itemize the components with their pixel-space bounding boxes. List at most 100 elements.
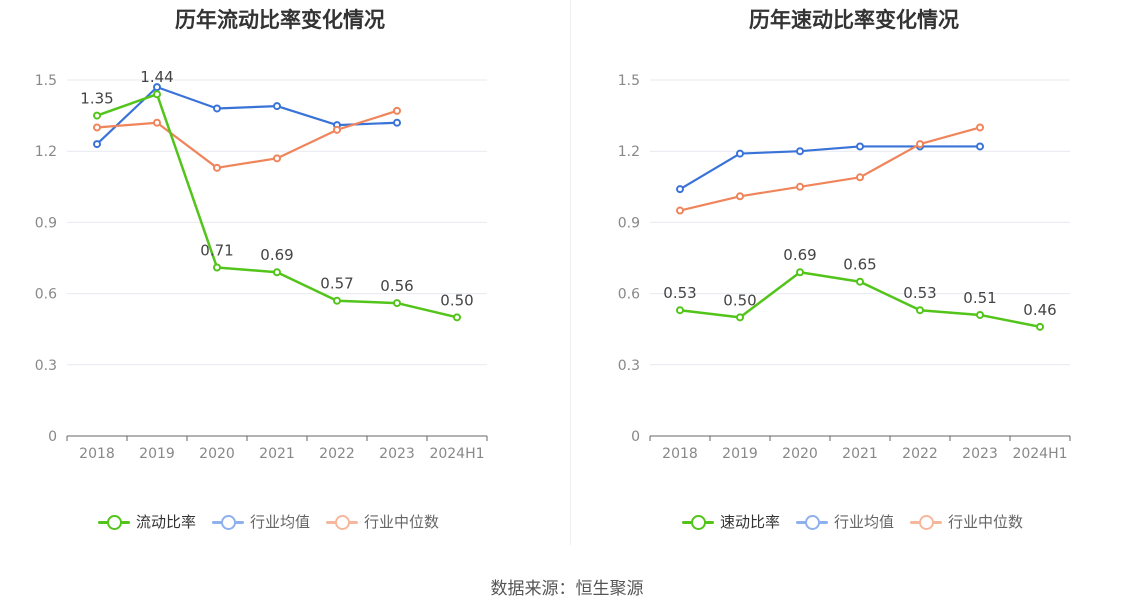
chart-title-left: 历年流动比率变化情况	[175, 8, 385, 32]
legend-swatch-orange	[910, 512, 943, 532]
legend-left: 流动比率 行业均值 行业中位数	[98, 511, 439, 532]
data-label: 0.51	[963, 289, 996, 307]
data-point[interactable]	[796, 182, 804, 191]
data-point[interactable]	[393, 106, 401, 115]
legend-label: 流动比率	[136, 513, 197, 531]
data-point[interactable]	[93, 140, 101, 149]
data-label: 0.56	[380, 277, 413, 295]
legend-swatch-blue	[212, 512, 245, 532]
chart-left: 0 0.3 0.6 0.9 1.2 1.5 2018 2019 2020 2021 2022 2023…	[35, 68, 488, 462]
x-tick-label: 2018	[79, 446, 115, 462]
data-point[interactable]	[93, 123, 101, 132]
x-tick-label: 2021	[842, 446, 878, 462]
y-tick-label: 1.2	[618, 144, 640, 160]
data-point[interactable]	[976, 142, 984, 151]
legend-item-current-ratio[interactable]: 流动比率	[98, 511, 196, 532]
data-point[interactable]	[916, 140, 924, 149]
data-point[interactable]	[736, 149, 744, 158]
data-source: 数据来源：恒生聚源	[490, 579, 644, 599]
chart-right: 0 0.3 0.6 0.9 1.2 1.5 2018 2019 2020 2021 2022 2023…	[618, 73, 1071, 462]
data-label: 1.44	[140, 68, 173, 86]
data-point[interactable]	[393, 118, 401, 127]
data-label: 0.53	[663, 284, 696, 302]
series-line	[96, 109, 398, 169]
data-point[interactable]	[153, 83, 161, 92]
data-point[interactable]	[213, 263, 221, 272]
data-point[interactable]	[676, 306, 684, 315]
y-tick-label: 0.3	[35, 358, 57, 374]
data-point[interactable]	[213, 163, 221, 172]
x-tick-label: 2024H1	[1012, 446, 1067, 462]
legend-label: 速动比率	[720, 513, 781, 531]
y-tick-label: 0.9	[618, 215, 640, 231]
data-point[interactable]	[856, 277, 864, 286]
data-label: 1.35	[80, 90, 113, 108]
data-label: 0.71	[200, 241, 233, 259]
legend-swatch-blue	[796, 512, 829, 532]
legend-swatch-orange	[326, 512, 359, 532]
data-point[interactable]	[796, 268, 804, 277]
legend-swatch-green	[98, 512, 130, 532]
data-point[interactable]	[1036, 322, 1044, 331]
data-point[interactable]	[856, 173, 864, 182]
data-label: 0.69	[783, 246, 816, 264]
x-tick-label: 2022	[319, 446, 355, 462]
series-line	[679, 126, 981, 212]
legend-label: 行业中位数	[364, 513, 440, 531]
legend-item-industry-median[interactable]: 行业中位数	[326, 511, 439, 532]
x-tick-label: 2020	[782, 446, 818, 462]
y-tick-label: 0.6	[35, 287, 57, 303]
x-tick-label: 2024H1	[429, 446, 484, 462]
data-point[interactable]	[273, 154, 281, 163]
data-label: 0.65	[843, 256, 876, 274]
legend-right: 速动比率 行业均值 行业中位数	[682, 511, 1023, 532]
x-tick-label: 2019	[139, 446, 175, 462]
legend-item-quick-ratio[interactable]: 速动比率	[682, 511, 780, 532]
x-tick-label: 2022	[902, 446, 938, 462]
data-point[interactable]	[796, 147, 804, 156]
series-line	[679, 145, 980, 191]
legend-item-industry-median[interactable]: 行业中位数	[910, 511, 1023, 532]
legend-label: 行业中位数	[948, 513, 1024, 531]
data-point[interactable]	[93, 111, 101, 120]
x-tick-label: 2019	[722, 446, 758, 462]
data-point[interactable]	[153, 118, 161, 127]
y-tick-label: 0.3	[618, 358, 640, 374]
x-tick-label: 2020	[199, 446, 235, 462]
chart-title-right: 历年速动比率变化情况	[749, 8, 959, 32]
data-label: 0.57	[320, 275, 353, 293]
data-label: 0.50	[723, 291, 756, 309]
data-point[interactable]	[976, 310, 984, 319]
data-point[interactable]	[213, 104, 221, 113]
panel-divider	[570, 0, 571, 545]
y-tick-label: 1.2	[35, 144, 57, 160]
data-point[interactable]	[333, 296, 341, 305]
data-label: 0.46	[1023, 301, 1056, 319]
x-tick-label: 2023	[962, 446, 998, 462]
data-point[interactable]	[736, 192, 744, 201]
x-tick-label: 2018	[662, 446, 698, 462]
legend-swatch-green	[682, 512, 714, 532]
data-point[interactable]	[916, 306, 924, 315]
data-point[interactable]	[333, 125, 341, 134]
data-point[interactable]	[273, 268, 281, 277]
data-point[interactable]	[856, 142, 864, 151]
x-tick-label: 2023	[379, 446, 415, 462]
legend-label: 行业均值	[834, 513, 895, 531]
data-point[interactable]	[273, 102, 281, 111]
legend-item-industry-mean[interactable]: 行业均值	[212, 511, 310, 532]
data-point[interactable]	[453, 313, 461, 322]
data-point[interactable]	[976, 123, 984, 132]
y-tick-label: 1.5	[35, 73, 57, 89]
data-point[interactable]	[736, 313, 744, 322]
data-point[interactable]	[393, 299, 401, 308]
y-tick-label: 0.9	[35, 215, 57, 231]
legend-item-industry-mean[interactable]: 行业均值	[796, 511, 894, 532]
y-tick-label: 0	[631, 429, 640, 445]
data-point[interactable]	[676, 206, 684, 215]
legend-label: 行业均值	[250, 513, 311, 531]
data-point[interactable]	[153, 90, 161, 99]
data-label: 0.50	[440, 291, 473, 309]
x-tick-label: 2021	[259, 446, 295, 462]
data-point[interactable]	[676, 185, 684, 194]
